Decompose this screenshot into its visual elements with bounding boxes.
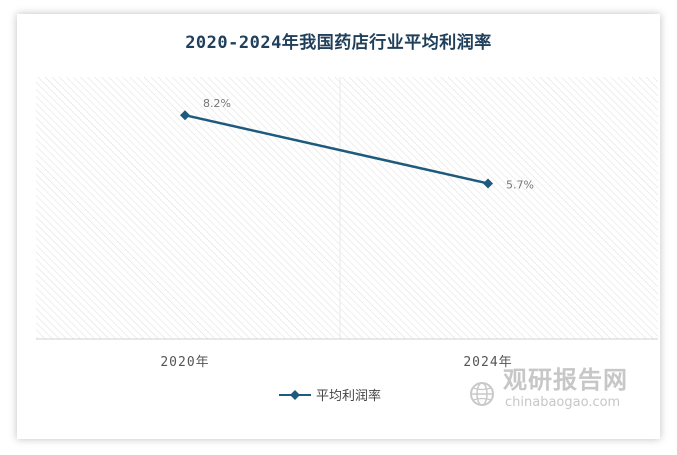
chart-frame: 2020-2024年我国药店行业平均利润率 2020年 2024年 8.2% 5.… [17, 14, 660, 439]
watermark-en: chinabaogao.com [505, 395, 621, 410]
chart-svg: 2020年 2024年 8.2% 5.7% 平均利润率 [36, 77, 658, 406]
data-label: 8.2% [203, 97, 231, 110]
plot-area [36, 77, 658, 339]
x-tick-label: 2024年 [463, 355, 512, 370]
legend-label: 平均利润率 [316, 388, 381, 404]
data-point-marker [180, 110, 190, 121]
globe-logo-icon [470, 382, 494, 406]
watermark-cn: 观研报告网 [503, 366, 628, 394]
data-point-marker [483, 178, 493, 189]
chart-title: 2020-2024年我国药店行业平均利润率 [185, 33, 492, 53]
x-tick-label: 2020年 [160, 355, 209, 370]
data-label: 5.7% [506, 178, 534, 191]
series-line [184, 113, 489, 185]
legend-marker [290, 390, 300, 400]
